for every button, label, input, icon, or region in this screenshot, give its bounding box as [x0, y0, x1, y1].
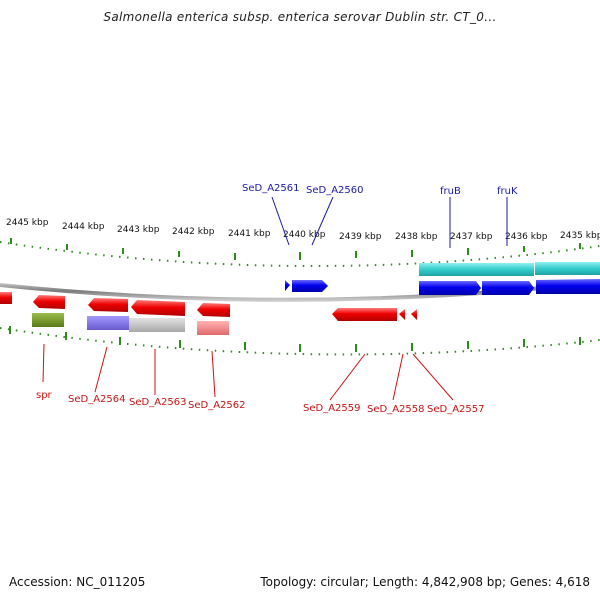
reverse-gene-arrow[interactable]	[88, 298, 128, 312]
accession-info: Accession: NC_011205	[9, 575, 146, 589]
gene-label-SeD_A2558[interactable]: SeD_A2558	[367, 404, 425, 415]
cyan-feature-track	[419, 262, 600, 276]
kbp-label: 2443 kbp	[117, 225, 160, 235]
reverse-gene-arrow[interactable]	[0, 292, 12, 304]
cyan-feature[interactable]	[419, 263, 534, 276]
cyan-feature[interactable]	[535, 262, 600, 275]
grey-feature[interactable]	[129, 318, 185, 332]
gene-label-SeD_A2560[interactable]: SeD_A2560	[306, 185, 364, 196]
genome-title: Salmonella enterica subsp. enterica sero…	[103, 10, 497, 24]
reverse-gene-arrow[interactable]	[399, 309, 405, 320]
gene-label-spr[interactable]: spr	[36, 390, 53, 401]
forward-gene-labels: SeD_A2561 SeD_A2560 fruB fruK	[242, 183, 518, 197]
reverse-gene-arrow[interactable]	[131, 300, 185, 316]
pink-feature[interactable]	[197, 321, 229, 335]
kbp-label: 2445 kbp	[6, 218, 49, 228]
kbp-label: 2444 kbp	[62, 222, 105, 232]
forward-gene-arrow[interactable]	[482, 281, 534, 295]
gene-label-SeD_A2557[interactable]: SeD_A2557	[427, 404, 485, 415]
forward-gene-arrow[interactable]	[419, 281, 481, 295]
reverse-gene-labels: spr SeD_A2564 SeD_A2563 SeD_A2562 SeD_A2…	[36, 390, 485, 415]
gene-label-fruK[interactable]: fruK	[497, 186, 518, 197]
olive-feature[interactable]	[32, 313, 64, 327]
forward-gene-arrow[interactable]	[285, 280, 290, 291]
gene-label-SeD_A2562[interactable]: SeD_A2562	[188, 400, 246, 411]
gene-label-SeD_A2561[interactable]: SeD_A2561	[242, 183, 300, 194]
kbp-label: 2441 kbp	[228, 229, 271, 239]
kbp-label: 2440 kbp	[283, 230, 326, 240]
forward-genes	[285, 279, 600, 295]
forward-label-leaders	[271, 196, 508, 248]
forward-gene-arrow[interactable]	[292, 280, 328, 292]
kbp-label: 2438 kbp	[395, 232, 438, 242]
genome-summary: Topology: circular; Length: 4,842,908 bp…	[260, 575, 590, 589]
kbp-scale-labels: 2445 kbp 2444 kbp 2443 kbp 2442 kbp 2441…	[6, 218, 600, 242]
purple-feature[interactable]	[87, 316, 129, 330]
forward-gene-arrow[interactable]	[536, 279, 600, 294]
kbp-label: 2439 kbp	[339, 232, 382, 242]
kbp-label: 2442 kbp	[172, 227, 215, 237]
reverse-gene-arrow[interactable]	[332, 308, 397, 321]
reverse-label-leaders	[42, 343, 454, 401]
kbp-label: 2436 kbp	[505, 232, 548, 242]
kbp-label: 2435 kbp	[560, 231, 600, 241]
reverse-feature-track	[32, 313, 229, 335]
reverse-gene-arrow[interactable]	[197, 303, 230, 317]
reverse-gene-arrow[interactable]	[411, 309, 417, 320]
gene-label-fruB[interactable]: fruB	[440, 186, 461, 197]
reverse-genes	[0, 292, 417, 321]
major-ticks	[9, 238, 581, 352]
reverse-gene-arrow[interactable]	[33, 295, 65, 309]
gene-label-SeD_A2564[interactable]: SeD_A2564	[68, 394, 126, 405]
gene-label-SeD_A2559[interactable]: SeD_A2559	[303, 403, 361, 414]
gene-label-SeD_A2563[interactable]: SeD_A2563	[129, 397, 187, 408]
kbp-label: 2437 kbp	[450, 232, 493, 242]
